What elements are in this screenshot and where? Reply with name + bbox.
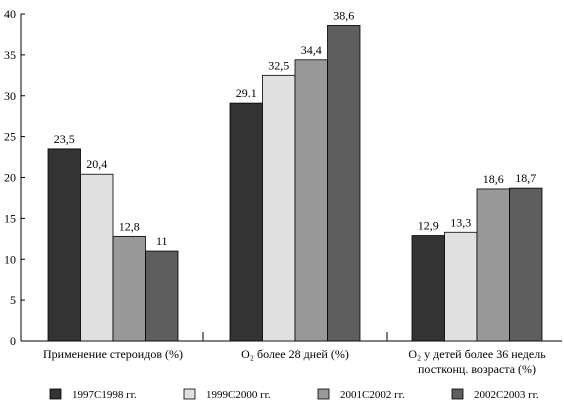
data-label: 38,6 [333,8,354,22]
data-label: 18,6 [483,172,504,186]
y-tick-label: 35 [4,48,16,62]
category-label: Применение стероидов (%) [43,347,183,361]
category-label: O₂ у детей более 36 недель [408,347,546,361]
legend-item: 1999C2000 гг. [183,388,271,401]
data-label: 32,5 [268,58,289,72]
y-tick-label: 5 [10,293,16,307]
data-label: 13,3 [450,215,471,229]
bar [112,235,146,342]
data-label: 23,5 [54,132,75,146]
y-tick-label: 40 [4,7,16,21]
legend-swatch [183,388,196,400]
legend-label: 1999C2000 гг. [206,389,271,401]
data-label: 12,8 [119,219,140,233]
bars [47,25,543,342]
legend-label: 1997C1998 гг. [72,389,137,401]
category-label: O₂ более 28 дней (%) [241,347,349,361]
legend-item: 1997C1998 гг. [49,388,137,401]
bar [411,235,445,342]
bar [444,231,478,342]
data-label: 34,4 [301,43,322,57]
bar [262,74,296,342]
bar [327,25,361,342]
legend-label: 2001C2002 гг. [340,389,405,401]
bar [509,187,543,342]
y-tick-label: 25 [4,130,16,144]
bar [229,102,263,342]
data-label: 11 [156,234,168,248]
category-label: постконц. возраста (%) [418,362,536,376]
legend-label: 2002C2003 гг. [474,389,539,401]
legend-swatch [49,388,62,400]
bar [145,250,179,342]
y-tick-label: 30 [4,89,16,103]
legend-swatch [317,388,330,400]
legend: 1997C1998 гг. 1999C2000 гг. 2001C2002 гг. 2… [49,388,539,401]
data-label: 29.1 [236,86,257,100]
legend-swatch [451,388,464,400]
bar [47,148,81,342]
y-tick-label: 10 [4,252,16,266]
legend-item: 2001C2002 гг. [317,388,405,401]
y-tick-label: 0 [10,334,16,348]
bar [294,59,328,342]
data-labels: 23,5 29.1 12,9 20,4 32,5 13,3 12,8 34,4 18,6 11 38… [54,8,537,248]
category-labels: Применение стероидов (%) O₂ более 28 дней… [43,347,546,376]
data-label: 12,9 [418,219,439,233]
y-tick-label: 15 [4,211,16,225]
data-label: 20,4 [86,157,107,171]
data-label: 18,7 [515,171,536,185]
y-tick-label: 20 [4,171,16,185]
legend-item: 2002C2003 гг. [451,388,539,401]
bar [80,173,114,342]
bar [476,188,510,342]
